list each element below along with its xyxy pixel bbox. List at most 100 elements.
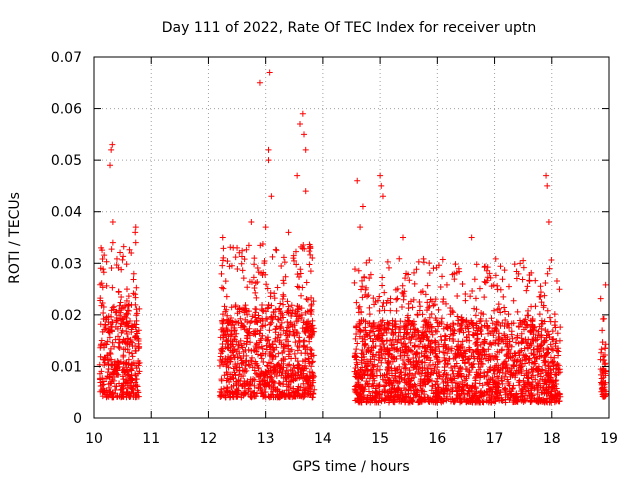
data-point — [548, 369, 555, 376]
data-point — [225, 340, 232, 347]
data-point — [224, 326, 231, 333]
data-point — [307, 388, 314, 395]
data-point — [457, 372, 464, 379]
data-point — [297, 374, 304, 380]
data-point — [484, 323, 491, 330]
data-point — [269, 316, 276, 323]
y-tick-label: 0.07 — [51, 50, 82, 66]
data-point — [112, 336, 119, 343]
data-point — [99, 247, 106, 254]
data-point — [235, 342, 242, 349]
data-point — [291, 322, 298, 329]
data-point — [239, 359, 246, 366]
data-point — [132, 324, 139, 331]
data-point — [534, 391, 541, 398]
data-point — [237, 337, 244, 344]
data-point — [354, 177, 361, 184]
data-point — [417, 338, 424, 345]
data-point — [451, 363, 458, 370]
data-point — [221, 372, 228, 379]
data-point — [234, 244, 241, 251]
data-point — [483, 317, 490, 324]
data-point — [254, 328, 261, 335]
data-point — [110, 377, 117, 384]
data-point — [367, 399, 374, 406]
data-point — [454, 313, 461, 320]
data-point — [417, 303, 424, 310]
data-point — [108, 264, 115, 271]
data-point — [301, 131, 308, 138]
data-point — [106, 334, 113, 341]
data-point — [413, 266, 420, 273]
data-point — [252, 358, 259, 365]
data-point — [499, 346, 506, 353]
data-point — [290, 393, 297, 400]
data-point — [458, 325, 465, 332]
data-point — [472, 398, 479, 405]
data-point — [451, 327, 458, 334]
data-point — [218, 270, 225, 277]
data-point — [407, 395, 414, 402]
data-point — [423, 354, 430, 361]
data-point — [376, 307, 383, 314]
data-point — [541, 390, 548, 397]
data-point — [407, 321, 414, 328]
data-point — [367, 348, 374, 355]
data-point — [126, 301, 133, 308]
data-point — [302, 356, 309, 363]
data-point — [247, 379, 254, 386]
data-point — [237, 377, 244, 384]
data-point — [276, 380, 283, 387]
data-point — [108, 356, 115, 363]
data-point — [117, 315, 124, 322]
data-point — [285, 303, 292, 310]
data-point — [118, 294, 125, 301]
data-point — [235, 319, 242, 326]
data-point — [525, 357, 532, 364]
data-point — [512, 374, 519, 381]
data-point — [220, 385, 227, 392]
data-point — [221, 303, 228, 310]
data-point — [288, 355, 295, 362]
data-point — [419, 311, 426, 318]
data-point — [384, 374, 391, 381]
data-point — [264, 363, 271, 370]
data-point — [395, 325, 402, 332]
data-point — [272, 326, 279, 333]
data-point — [276, 391, 283, 398]
data-point — [400, 296, 407, 303]
data-point — [432, 296, 439, 303]
data-point — [413, 336, 420, 343]
data-point — [106, 349, 113, 356]
data-point — [381, 350, 388, 357]
data-point — [490, 397, 497, 404]
data-point — [528, 341, 535, 348]
data-point — [241, 326, 248, 333]
data-point — [125, 382, 132, 389]
data-point — [268, 374, 275, 381]
data-point — [411, 269, 418, 276]
data-point — [273, 344, 280, 351]
data-point — [296, 392, 303, 399]
data-point — [464, 323, 471, 330]
data-point — [228, 262, 235, 269]
data-point — [240, 373, 247, 380]
data-point — [264, 285, 271, 292]
data-point — [274, 316, 281, 323]
data-point — [308, 363, 315, 370]
data-point — [602, 345, 609, 352]
data-point — [403, 325, 410, 332]
data-point — [277, 308, 284, 315]
data-point — [402, 391, 409, 398]
data-point — [466, 369, 473, 376]
data-point — [415, 343, 422, 350]
data-point — [429, 361, 436, 368]
data-point — [524, 340, 531, 347]
data-point — [414, 327, 421, 334]
data-point — [246, 362, 253, 369]
data-point — [364, 293, 371, 300]
data-point — [510, 362, 517, 369]
data-point — [238, 260, 245, 267]
data-point — [236, 249, 243, 256]
